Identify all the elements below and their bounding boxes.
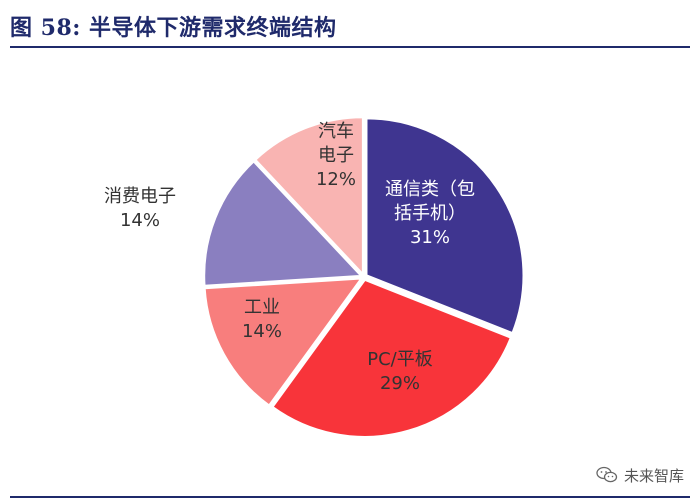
- slice-category-label: 电子: [318, 145, 354, 166]
- page-title: 图 58: 半导体下游需求终端结构: [10, 15, 337, 41]
- slice-category-label: PC/平板: [367, 349, 433, 370]
- title-bar: 图 58: 半导体下游需求终端结构: [10, 8, 690, 46]
- slice-category-label: 工业: [244, 297, 280, 318]
- slice-percent: 29%: [380, 373, 420, 394]
- slice-percent: 14%: [120, 210, 160, 231]
- slice-label: 消费电子 14%: [104, 186, 176, 231]
- pie-slice: [254, 116, 364, 277]
- slice-category-label: 通信类（包: [385, 179, 475, 200]
- wechat-icon: [596, 466, 618, 483]
- slice-category-label: 汽车: [318, 121, 354, 142]
- slice-percent: 31%: [410, 227, 450, 248]
- slice-percent: 14%: [242, 321, 282, 342]
- watermark-text: 未来智库: [623, 466, 684, 485]
- slice-label: PC/平板 29%: [367, 349, 433, 394]
- slice-label: 工业 14%: [242, 297, 282, 342]
- watermark: 未来智库: [596, 464, 684, 486]
- bottom-rule: [10, 496, 690, 498]
- pie-slice: [365, 117, 525, 335]
- slice-category-label: 消费电子: [104, 186, 176, 207]
- slice-percent: 12%: [316, 169, 356, 190]
- pie-slice: [271, 278, 513, 438]
- pie-slice: [203, 160, 364, 287]
- slice-category-label: 括手机）: [394, 203, 466, 224]
- top-rule: [10, 46, 690, 48]
- pie-slice: [203, 277, 364, 407]
